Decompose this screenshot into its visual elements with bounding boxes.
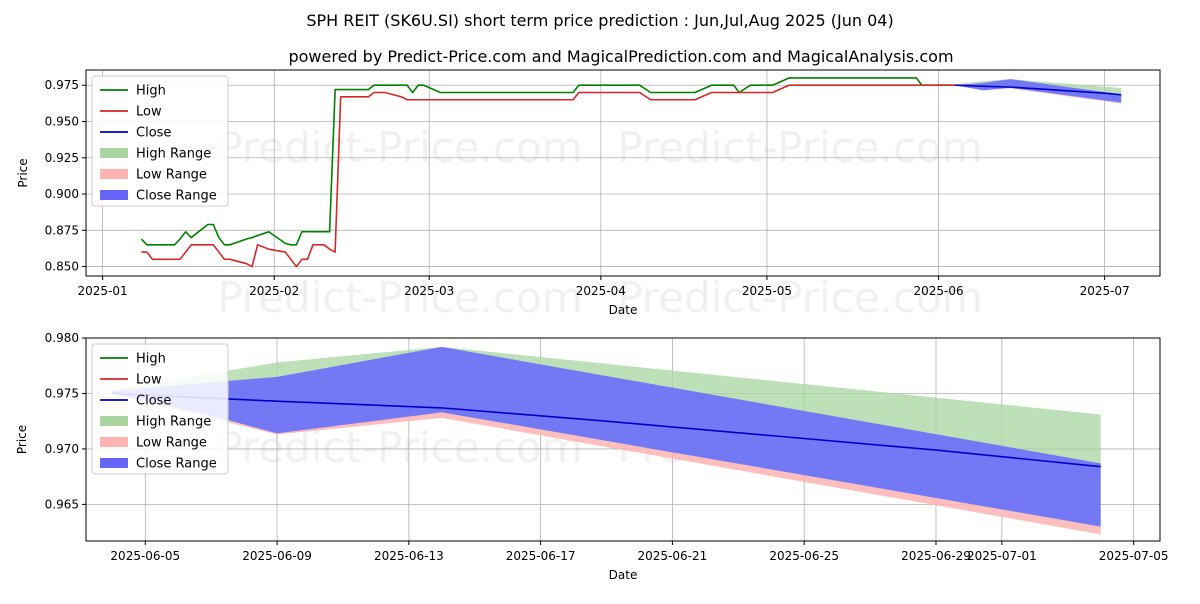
legend-swatch-high-range [100,416,128,426]
x-tick-label: 2025-02 [249,284,299,298]
legend-label-close: Close [136,126,171,141]
y-tick-label: 0.975 [45,78,79,92]
x-axis-label: Date [609,303,638,317]
x-tick-label: 2025-06 [913,284,963,298]
y-tick-label: 0.900 [45,187,79,201]
legend-swatch-close-range [100,190,128,200]
legend-swatch-low-range [100,169,128,179]
close-line [955,84,1122,96]
legend-label-high: High [136,352,166,367]
chart-title: SPH REIT (SK6U.SI) short term price pred… [306,11,893,30]
y-axis-label: Price [16,158,30,187]
y-axis-label: Price [15,425,29,454]
close-range-band [955,79,1122,103]
legend-label-low-range: Low Range [136,168,207,183]
legend-label-close-range: Close Range [136,457,217,472]
chart-subtitle: powered by Predict-Price.com and Magical… [288,47,953,66]
high-line [140,77,956,246]
legend-label-low: Low [136,373,162,388]
legend-swatch-high-range [100,148,128,158]
y-tick-label: 0.850 [45,260,79,274]
legend-label-low-range: Low Range [136,436,207,451]
x-tick-label: 2025-05 [742,284,792,298]
x-tick-label: 2025-06-05 [110,549,180,563]
legend: High Low Close High Range Low Range Close Ran… [91,75,229,207]
x-tick-label: 2025-06-29 [901,549,971,563]
legend-label-close: Close [136,394,171,409]
x-tick-label: 2025-06-09 [242,549,312,563]
y-tick-label: 0.980 [45,331,79,345]
legend-swatch-close-range [100,458,128,468]
bottom-panel: 0.965 0.970 0.975 0.980 2025-06-05 2025-06-09… [15,331,1169,582]
legend-label-high-range: High Range [136,147,211,162]
y-tick-label: 0.965 [45,497,79,511]
watermark-middle-left: Predict-Price.com [217,273,582,322]
top-panel: 0.850 0.875 0.900 0.925 0.950 0.975 2025-01 202… [16,69,1161,317]
x-tick-label: 2025-06-17 [506,549,576,563]
close-range-band [112,346,1101,527]
x-tick-label: 2025-06-21 [638,549,708,563]
y-tick-label: 0.875 [45,223,79,237]
watermark-middle-right: Predict-Price.com [617,273,982,322]
x-tick-label: 2025-06-13 [374,549,444,563]
x-tick-label: 2025-03 [404,284,454,298]
y-tick-label: 0.950 [45,115,79,129]
x-tick-label: 2025-06-25 [769,549,839,563]
x-tick-label: 2025-07-05 [1099,549,1169,563]
y-tick-label: 0.925 [45,151,79,165]
low-line [141,84,956,268]
legend-label-high: High [136,84,166,99]
plot-frame [85,69,1161,277]
legend-swatch-low-range [100,437,128,447]
legend-label-close-range: Close Range [136,189,217,204]
watermark-top-left: Predict-Price.com [217,123,582,172]
x-tick-label: 2025-07 [1080,284,1130,298]
x-tick-label: 2025-04 [576,284,626,298]
legend-label-high-range: High Range [136,415,211,430]
watermark-top-right: Predict-Price.com [617,123,982,172]
legend-label-low: Low [136,105,162,120]
x-tick-label: 2025-07-01 [967,549,1037,563]
y-tick-label: 0.975 [45,386,79,400]
y-tick-label: 0.970 [45,442,79,456]
plot-frame [85,337,1161,542]
close-line [112,392,1101,468]
x-tick-label: 2025-01 [78,284,128,298]
x-axis-label: Date [609,568,638,582]
legend: High Low Close High Range Low Range Close Ran… [91,343,229,475]
